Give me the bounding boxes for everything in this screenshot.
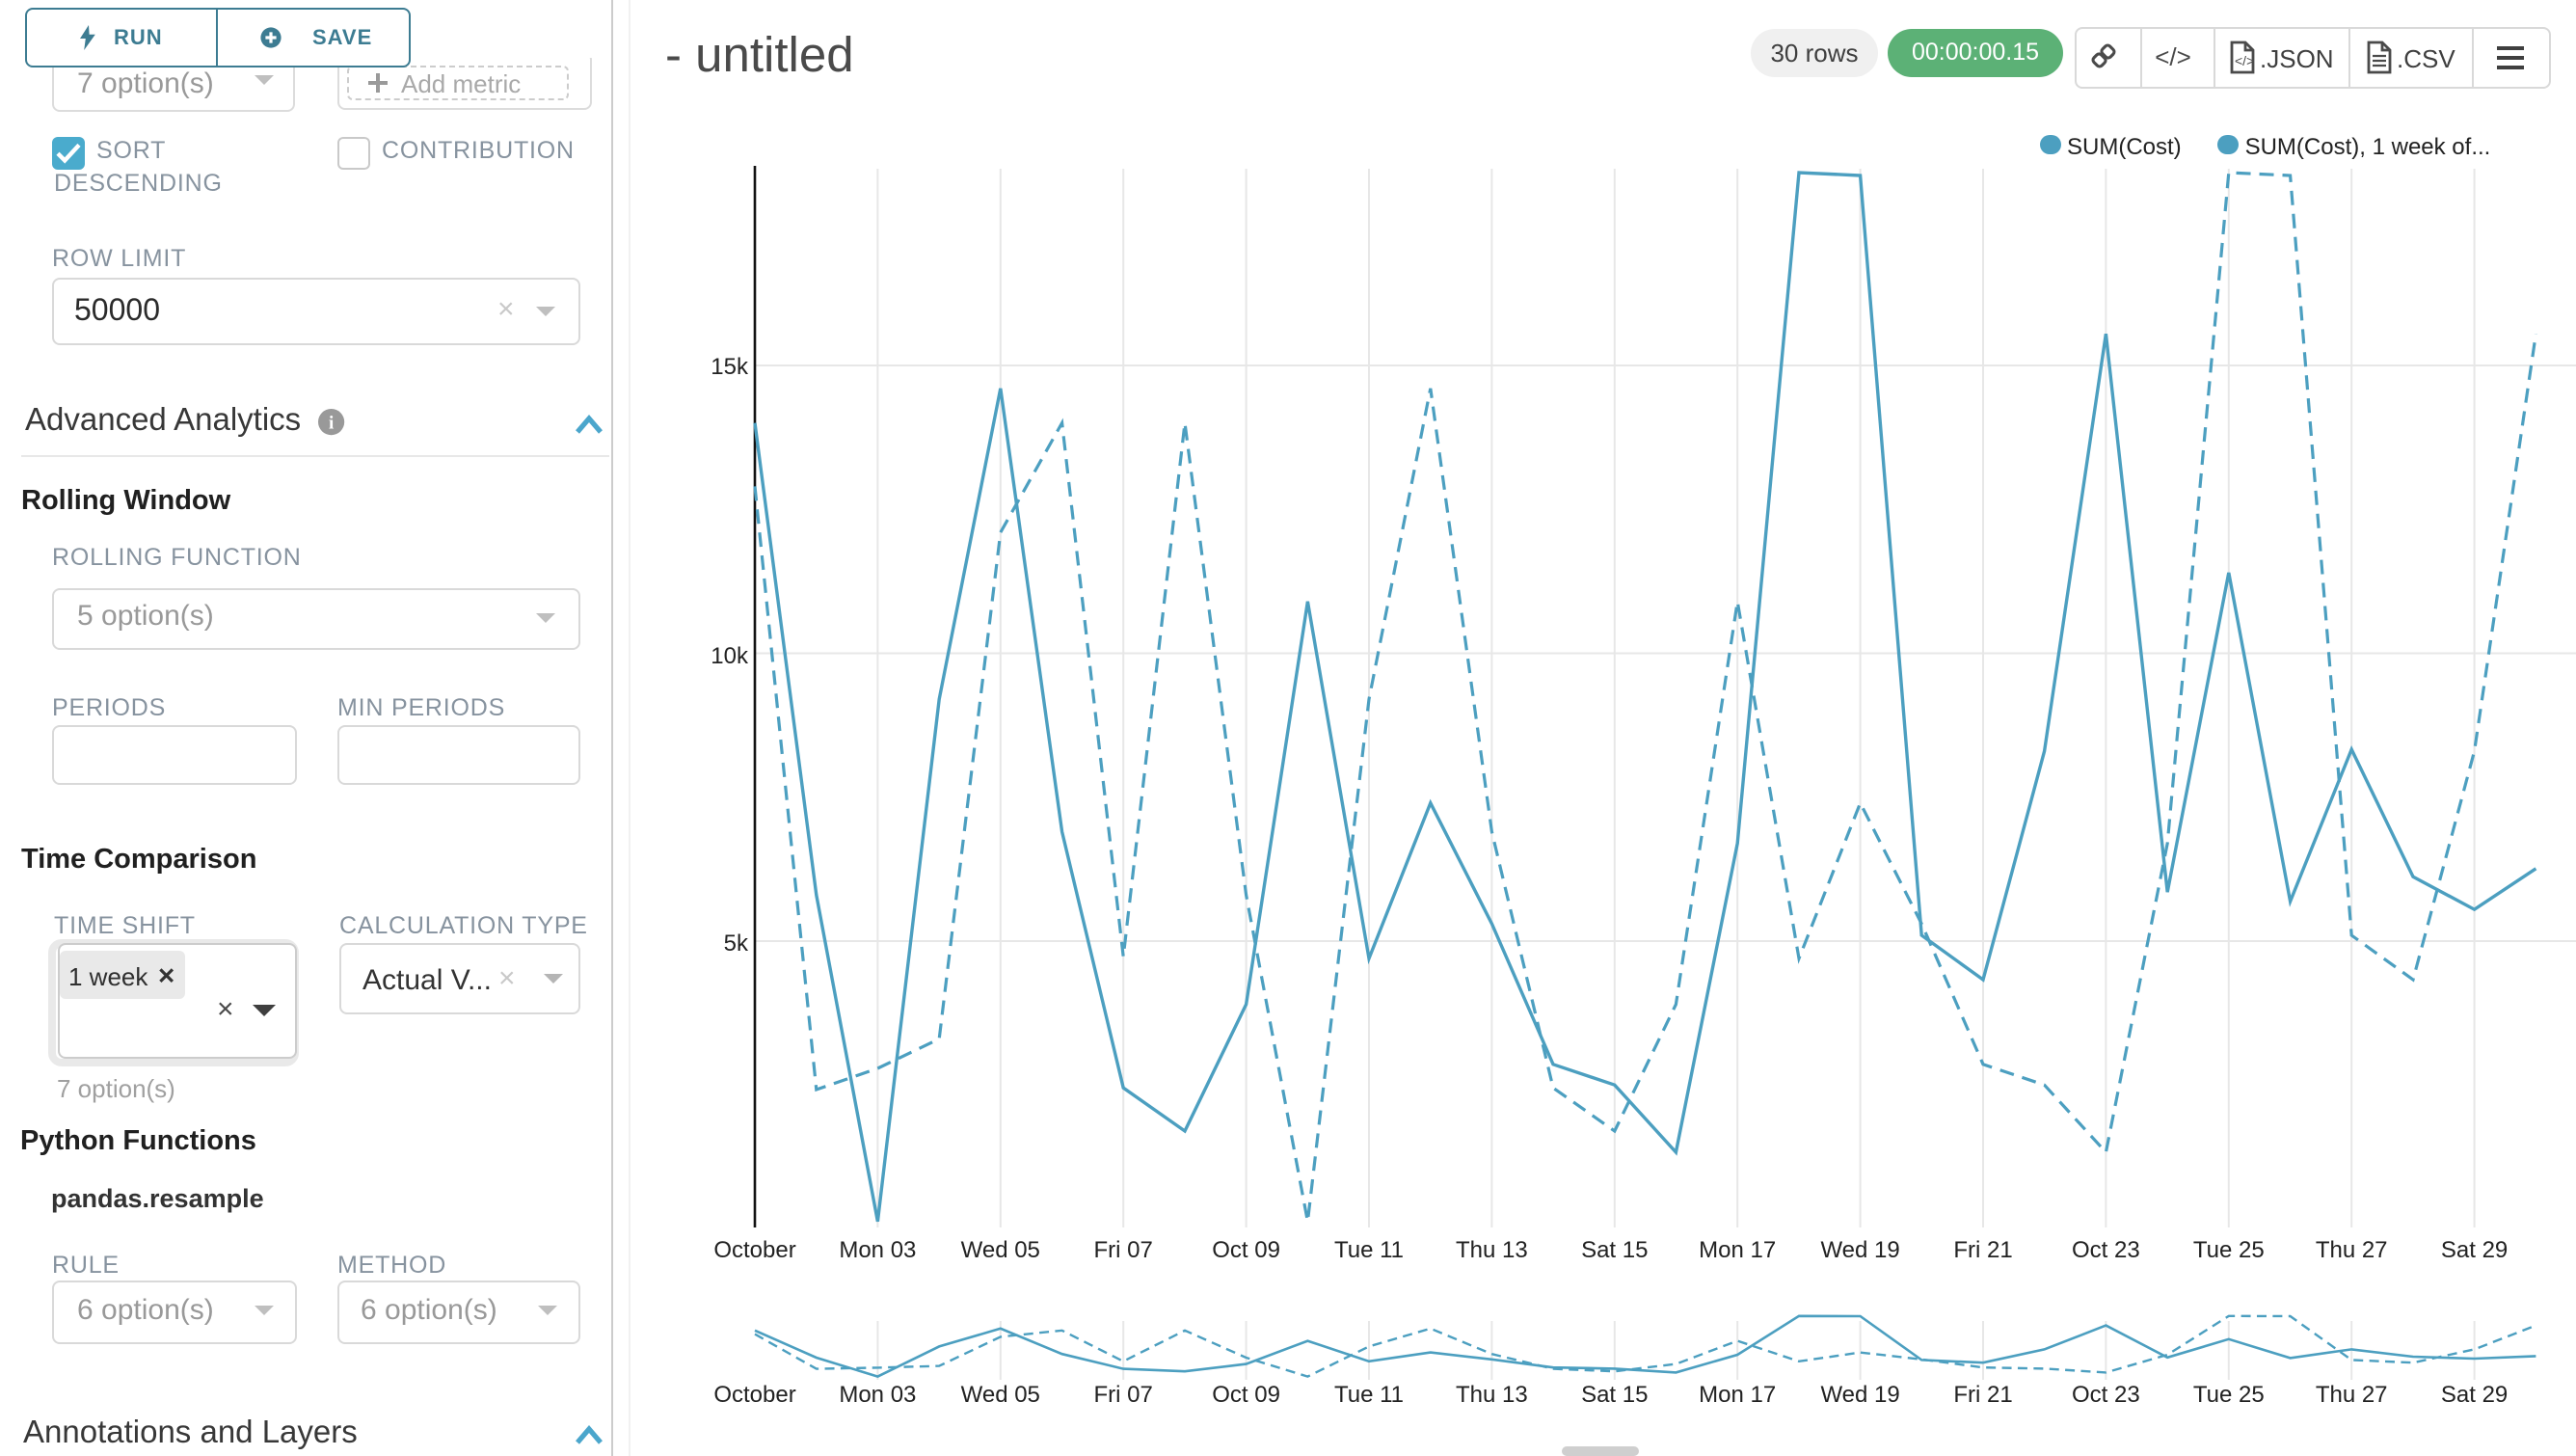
svg-text:</>: </> (2235, 52, 2254, 67)
svg-text:i: i (329, 414, 334, 434)
